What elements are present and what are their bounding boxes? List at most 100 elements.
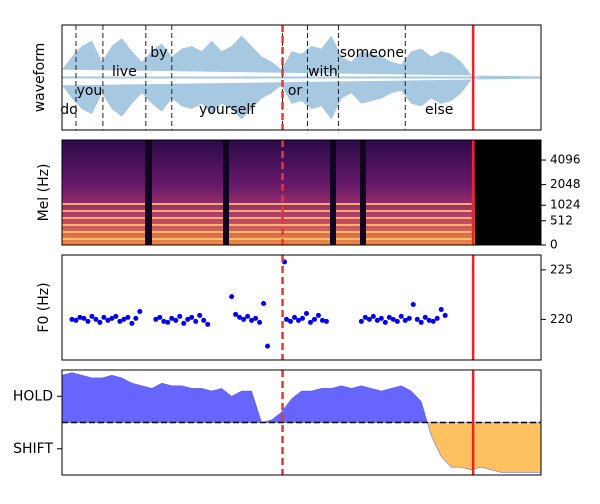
- f0-point: [109, 315, 115, 321]
- f0-point: [261, 301, 267, 307]
- f0-point: [299, 315, 305, 321]
- y-tick-label: 4096: [550, 153, 581, 167]
- y-tick-label: 2048: [550, 177, 581, 191]
- f0-point: [402, 317, 408, 323]
- f0-point: [77, 314, 83, 320]
- f0-point: [193, 318, 199, 324]
- f0-point: [430, 318, 436, 324]
- f0-point: [105, 317, 111, 323]
- y-tick-label: SHIFT: [13, 441, 53, 457]
- f0-point: [390, 316, 396, 322]
- word-label: live: [112, 64, 137, 80]
- word-label: do: [60, 102, 77, 118]
- f0-point: [398, 313, 404, 319]
- f0-point: [121, 316, 127, 322]
- f0-point: [185, 316, 191, 322]
- f0-point: [173, 317, 179, 323]
- f0-point: [307, 319, 313, 325]
- word-label: yourself: [199, 102, 256, 118]
- f0-point: [205, 321, 211, 327]
- spectrogram-image: [62, 140, 541, 245]
- f0-point: [237, 314, 243, 320]
- f0-point: [241, 316, 247, 322]
- y-tick-label: 225: [550, 262, 573, 276]
- f0-point: [284, 316, 290, 322]
- panel-frame: [61, 369, 542, 476]
- f0-point: [418, 319, 424, 325]
- f0-point: [374, 317, 380, 323]
- f0-point: [169, 315, 175, 321]
- f0-point: [233, 311, 239, 317]
- y-tick-label: 1024: [550, 198, 581, 212]
- word-label: or: [288, 83, 303, 99]
- f0-point: [229, 294, 235, 300]
- f0-point: [101, 314, 107, 320]
- f0-point: [137, 308, 143, 314]
- panel-frame: [61, 139, 542, 246]
- f0-point: [133, 315, 139, 321]
- f0-point: [85, 318, 91, 324]
- f0-point: [386, 314, 392, 320]
- f0-point: [370, 313, 376, 319]
- f0-point: [129, 320, 135, 326]
- f0-point: [358, 318, 364, 324]
- f0-point: [117, 318, 123, 324]
- f0-point: [362, 314, 368, 320]
- f0-point: [97, 319, 103, 325]
- y-tick-label: 220: [550, 312, 573, 326]
- panel-frame: [61, 24, 542, 131]
- f0-point: [292, 314, 298, 320]
- f0-point: [113, 313, 119, 319]
- f0-point: [311, 316, 317, 322]
- f0-point: [323, 318, 329, 324]
- y-axis-label: F0 (Hz): [36, 282, 52, 332]
- f0-point: [125, 314, 131, 320]
- waveform-envelope: [62, 35, 541, 77]
- f0-point: [249, 317, 255, 323]
- f0-point: [426, 317, 432, 323]
- f0-point: [257, 319, 263, 325]
- f0-point: [382, 319, 388, 325]
- f0-point: [81, 315, 87, 321]
- f0-point: [410, 302, 416, 308]
- f0-point: [378, 315, 384, 321]
- y-tick-label: 0: [550, 238, 558, 252]
- word-label: by: [150, 45, 167, 61]
- f0-point: [414, 316, 420, 322]
- f0-point: [366, 316, 372, 322]
- y-tick-label: 512: [550, 213, 573, 227]
- f0-point: [161, 318, 167, 324]
- f0-point: [69, 316, 75, 322]
- word-label: else: [425, 102, 453, 118]
- f0-point: [73, 317, 79, 323]
- f0-point: [181, 320, 187, 326]
- y-tick-label: HOLD: [13, 388, 53, 404]
- f0-point: [315, 312, 321, 318]
- f0-point: [177, 313, 183, 319]
- f0-point: [157, 314, 163, 320]
- f0-point: [93, 316, 99, 322]
- word-label: you: [77, 83, 103, 99]
- f0-point: [319, 317, 325, 323]
- f0-point: [153, 316, 159, 322]
- f0-point: [438, 306, 444, 312]
- f0-point: [253, 315, 259, 321]
- f0-point: [406, 315, 412, 321]
- f0-point: [422, 314, 428, 320]
- f0-point: [189, 314, 195, 320]
- f0-point: [201, 317, 207, 323]
- word-label: with: [308, 64, 338, 80]
- f0-point: [265, 343, 271, 349]
- f0-point: [434, 315, 440, 321]
- f0-point: [245, 313, 251, 319]
- f0-point: [89, 313, 95, 319]
- panel-frame: [61, 254, 542, 361]
- word-label: someone: [340, 45, 404, 61]
- f0-point: [165, 319, 171, 325]
- f0-point: [303, 310, 309, 316]
- y-axis-label: waveform: [32, 43, 48, 113]
- y-axis-label: Mel (Hz): [36, 164, 52, 222]
- f0-point: [296, 317, 302, 323]
- f0-point: [197, 312, 203, 318]
